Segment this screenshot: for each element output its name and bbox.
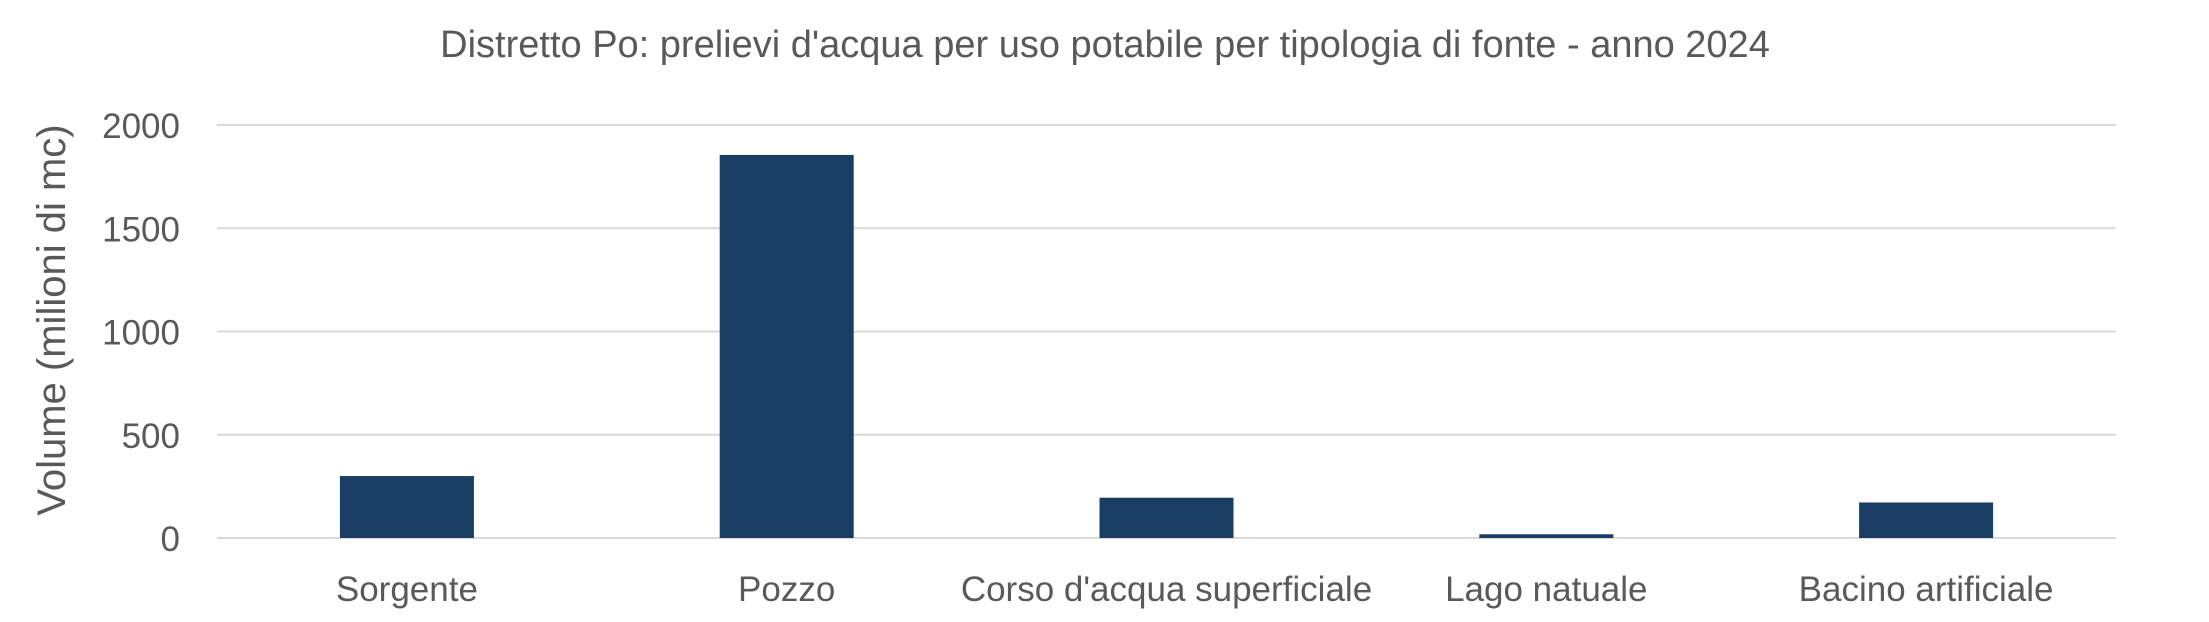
y-tick-label: 0 bbox=[161, 520, 180, 559]
x-tick-label: Lago natuale bbox=[1445, 570, 1647, 609]
x-tick-label: Sorgente bbox=[336, 570, 478, 609]
gridlines bbox=[217, 124, 2116, 539]
bar bbox=[1859, 502, 1994, 538]
y-tick-label: 500 bbox=[122, 417, 180, 456]
x-tick-labels: Sorgente Pozzo Corso d'acqua superficiale L… bbox=[336, 570, 2054, 609]
x-tick-label: Corso d'acqua superficiale bbox=[961, 570, 1372, 609]
bar bbox=[719, 154, 854, 538]
y-tick-labels: 0 500 1000 1500 2000 bbox=[102, 107, 180, 559]
x-tick-label: Pozzo bbox=[738, 570, 835, 609]
y-axis-label: Volume (milioni di mc) bbox=[30, 124, 74, 515]
chart-title: Distretto Po: prelievi d'acqua per uso p… bbox=[440, 24, 1770, 66]
x-tick-label: Bacino artificiale bbox=[1799, 570, 2054, 609]
bars bbox=[339, 154, 1994, 538]
bar bbox=[1479, 534, 1614, 538]
y-tick-label: 2000 bbox=[102, 107, 180, 146]
y-tick-label: 1000 bbox=[102, 314, 180, 353]
y-tick-label: 1500 bbox=[102, 210, 180, 249]
bar bbox=[339, 476, 474, 538]
bar bbox=[1099, 497, 1234, 538]
